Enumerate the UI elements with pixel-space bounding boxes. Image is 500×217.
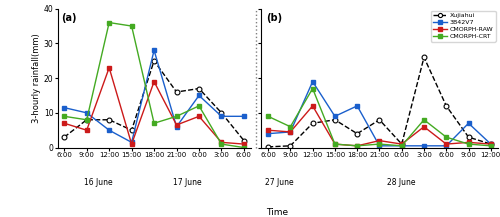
CMORPH-RAW xyxy=(310,105,316,107)
Xujiahui xyxy=(174,91,180,93)
3B42V7 xyxy=(241,115,247,118)
CMORPH-RAW xyxy=(241,143,247,145)
Text: (b): (b) xyxy=(266,13,282,23)
CMORPH-RAW xyxy=(84,129,89,132)
3B42V7 xyxy=(265,132,271,135)
Legend: Xujiahui, 3B42V7, CMORPH-RAW, CMORPH-CRT: Xujiahui, 3B42V7, CMORPH-RAW, CMORPH-CRT xyxy=(431,11,496,42)
Xujiahui xyxy=(218,112,224,114)
CMORPH-CRT xyxy=(488,145,494,147)
Xujiahui xyxy=(241,139,247,142)
CMORPH-CRT xyxy=(288,125,294,128)
Xujiahui xyxy=(196,87,202,90)
CMORPH-RAW xyxy=(488,143,494,145)
CMORPH-RAW xyxy=(61,122,67,125)
CMORPH-RAW xyxy=(218,141,224,144)
CMORPH-CRT xyxy=(151,122,157,125)
Xujiahui xyxy=(265,146,271,148)
Xujiahui xyxy=(444,105,450,107)
Xujiahui xyxy=(128,129,134,132)
3B42V7 xyxy=(310,80,316,83)
Xujiahui xyxy=(288,145,294,147)
Line: CMORPH-RAW: CMORPH-RAW xyxy=(62,65,246,146)
3B42V7 xyxy=(128,141,134,144)
Text: 16 June: 16 June xyxy=(84,178,112,187)
3B42V7 xyxy=(106,129,112,132)
Xujiahui xyxy=(354,132,360,135)
Xujiahui xyxy=(376,118,382,121)
3B42V7 xyxy=(288,131,294,133)
CMORPH-CRT xyxy=(128,25,134,27)
Line: Xujiahui: Xujiahui xyxy=(62,58,246,143)
3B42V7 xyxy=(61,106,67,109)
CMORPH-RAW xyxy=(151,80,157,83)
CMORPH-CRT xyxy=(421,118,427,121)
Xujiahui xyxy=(466,136,471,138)
CMORPH-CRT xyxy=(444,136,450,138)
Text: (a): (a) xyxy=(62,13,77,23)
3B42V7 xyxy=(488,143,494,145)
CMORPH-RAW xyxy=(196,115,202,118)
CMORPH-RAW xyxy=(376,139,382,142)
CMORPH-CRT xyxy=(376,143,382,145)
Line: CMORPH-RAW: CMORPH-RAW xyxy=(266,104,493,148)
Text: 27 June: 27 June xyxy=(265,178,294,187)
CMORPH-CRT xyxy=(354,145,360,147)
CMORPH-RAW xyxy=(106,66,112,69)
CMORPH-CRT xyxy=(218,143,224,145)
CMORPH-RAW xyxy=(444,143,450,145)
Xujiahui xyxy=(398,143,404,145)
Xujiahui xyxy=(84,118,89,121)
CMORPH-CRT xyxy=(265,115,271,118)
CMORPH-CRT xyxy=(196,105,202,107)
CMORPH-CRT xyxy=(61,115,67,118)
CMORPH-CRT xyxy=(310,87,316,90)
3B42V7 xyxy=(421,145,427,147)
3B42V7 xyxy=(151,49,157,52)
CMORPH-RAW xyxy=(265,129,271,132)
CMORPH-RAW xyxy=(128,143,134,145)
3B42V7 xyxy=(376,145,382,147)
CMORPH-RAW xyxy=(288,131,294,133)
Line: 3B42V7: 3B42V7 xyxy=(266,79,493,148)
3B42V7 xyxy=(398,145,404,147)
CMORPH-CRT xyxy=(174,115,180,118)
CMORPH-CRT xyxy=(466,143,471,145)
3B42V7 xyxy=(196,94,202,97)
Y-axis label: 3-hourly rainfall(mm): 3-hourly rainfall(mm) xyxy=(32,33,41,123)
CMORPH-RAW xyxy=(398,143,404,145)
CMORPH-CRT xyxy=(84,118,89,121)
CMORPH-RAW xyxy=(354,145,360,147)
Text: Time: Time xyxy=(266,208,288,217)
CMORPH-CRT xyxy=(106,21,112,24)
CMORPH-CRT xyxy=(241,146,247,149)
3B42V7 xyxy=(218,115,224,118)
Line: Xujiahui: Xujiahui xyxy=(266,55,493,149)
Xujiahui xyxy=(332,118,338,121)
Xujiahui xyxy=(310,122,316,125)
CMORPH-RAW xyxy=(332,143,338,145)
3B42V7 xyxy=(174,125,180,128)
3B42V7 xyxy=(444,145,450,147)
3B42V7 xyxy=(332,115,338,118)
3B42V7 xyxy=(84,112,89,114)
CMORPH-RAW xyxy=(466,141,471,144)
Text: 17 June: 17 June xyxy=(174,178,202,187)
CMORPH-CRT xyxy=(398,145,404,147)
Xujiahui xyxy=(106,118,112,121)
CMORPH-RAW xyxy=(174,124,180,126)
3B42V7 xyxy=(466,122,471,125)
Line: CMORPH-CRT: CMORPH-CRT xyxy=(266,86,493,148)
Line: 3B42V7: 3B42V7 xyxy=(62,48,246,145)
Line: CMORPH-CRT: CMORPH-CRT xyxy=(62,20,246,150)
Xujiahui xyxy=(421,56,427,59)
Xujiahui xyxy=(151,59,157,62)
Text: 28 June: 28 June xyxy=(388,178,416,187)
CMORPH-CRT xyxy=(332,143,338,145)
3B42V7 xyxy=(354,105,360,107)
Xujiahui xyxy=(61,136,67,138)
CMORPH-RAW xyxy=(421,125,427,128)
Xujiahui xyxy=(488,143,494,145)
